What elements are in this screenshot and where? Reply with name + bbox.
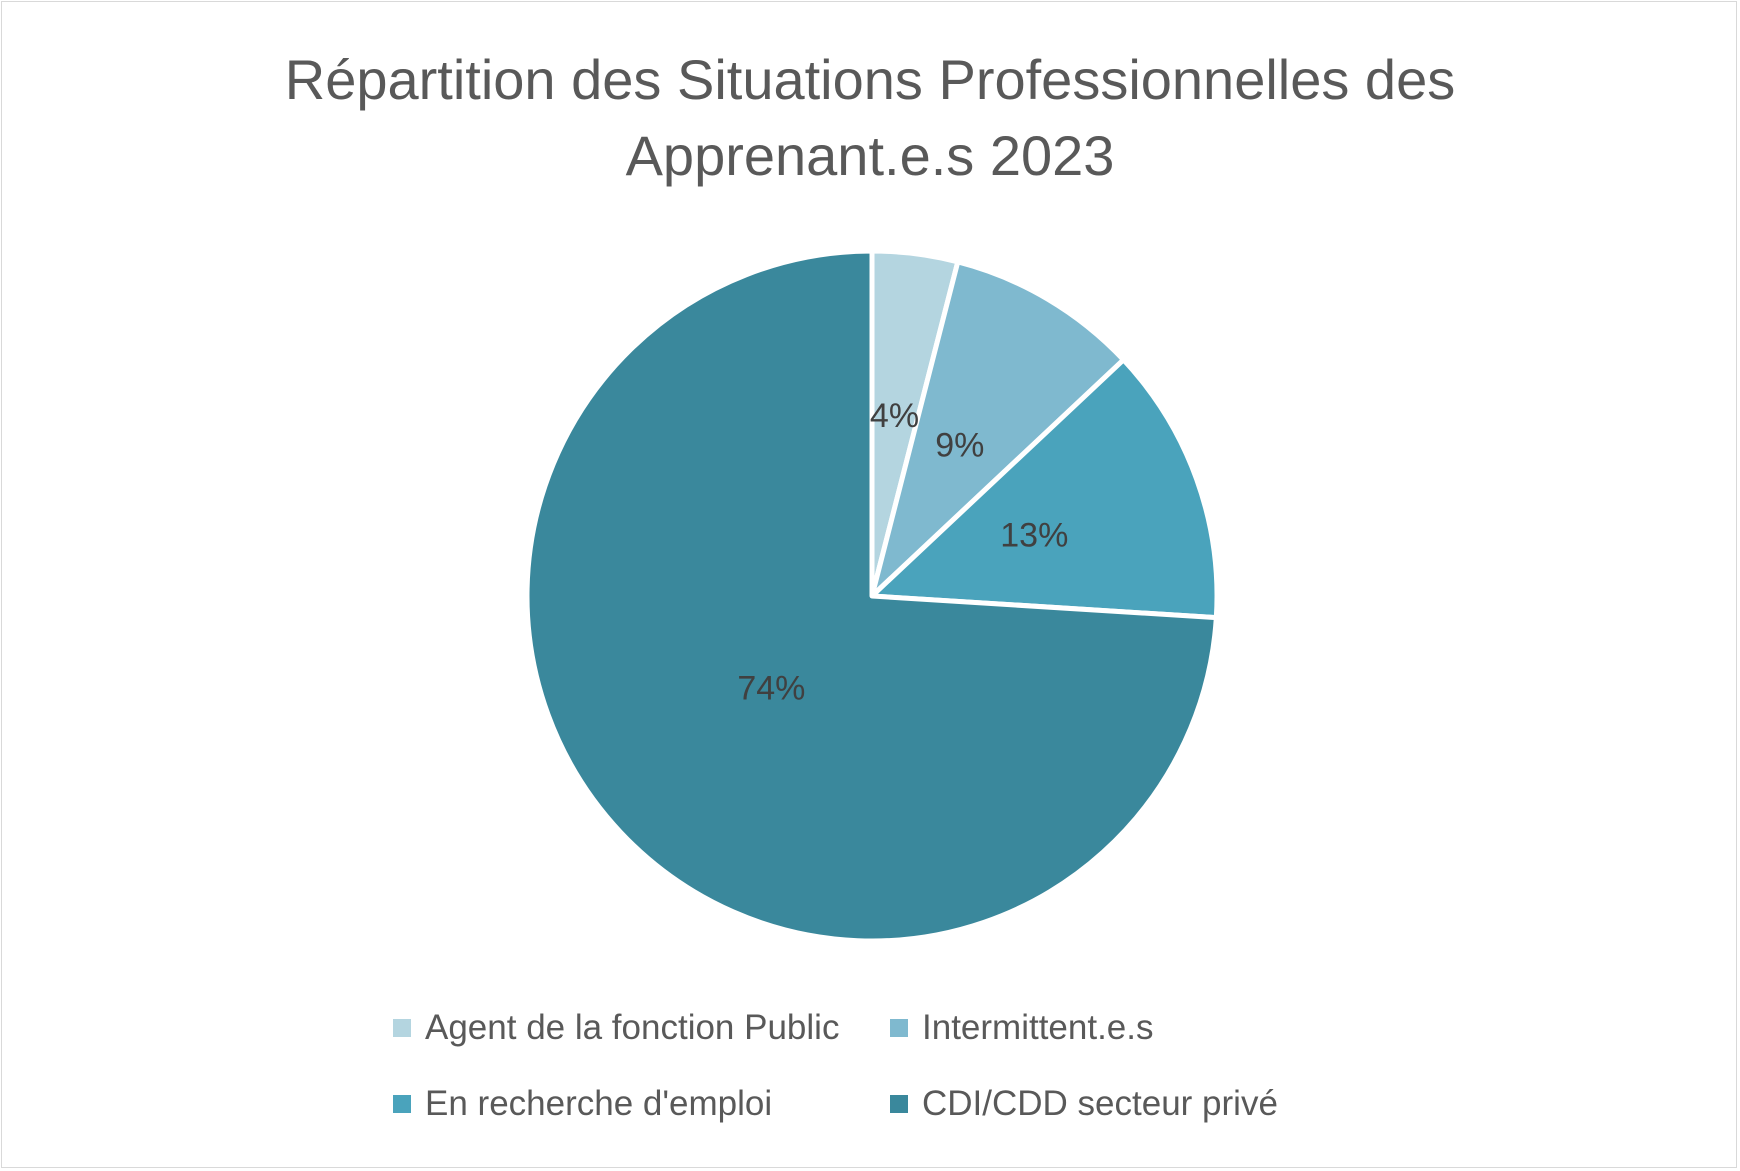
legend-label: Agent de la fonction Public (425, 1008, 840, 1047)
pie-slice (524, 248, 1219, 944)
pie-data-label: 74% (737, 669, 805, 707)
pie-data-label: 13% (1000, 517, 1068, 555)
legend-item: En recherche d'emploi (393, 1086, 772, 1121)
chart-title-line-1: Répartition des Situations Professionnel… (284, 48, 1456, 111)
pie-data-label: 9% (935, 427, 984, 465)
legend-item: Intermittent.e.s (890, 1010, 1153, 1045)
legend-item: Agent de la fonction Public (393, 1010, 839, 1045)
pie-data-label: 4% (870, 397, 919, 435)
legend-swatch (393, 1094, 411, 1113)
pie-slices (524, 248, 1220, 944)
legend-item: CDI/CDD secteur privé (890, 1086, 1278, 1121)
legend-swatch (393, 1018, 411, 1037)
legend-label: En recherche d'emploi (425, 1084, 773, 1123)
pie-data-labels: 4% 9% 13% 74% (737, 397, 1068, 707)
pie-slice (869, 259, 1126, 599)
legend-swatch (890, 1094, 908, 1113)
chart-title-line-2: Apprenant.e.s 2023 (625, 124, 1115, 187)
chart-legend: Agent de la fonction Public Intermittent… (390, 1010, 1370, 1150)
legend-swatch (890, 1018, 908, 1037)
legend-label: CDI/CDD secteur privé (922, 1084, 1278, 1123)
pie-slice (869, 357, 1220, 621)
legend-label: Intermittent.e.s (922, 1008, 1154, 1047)
